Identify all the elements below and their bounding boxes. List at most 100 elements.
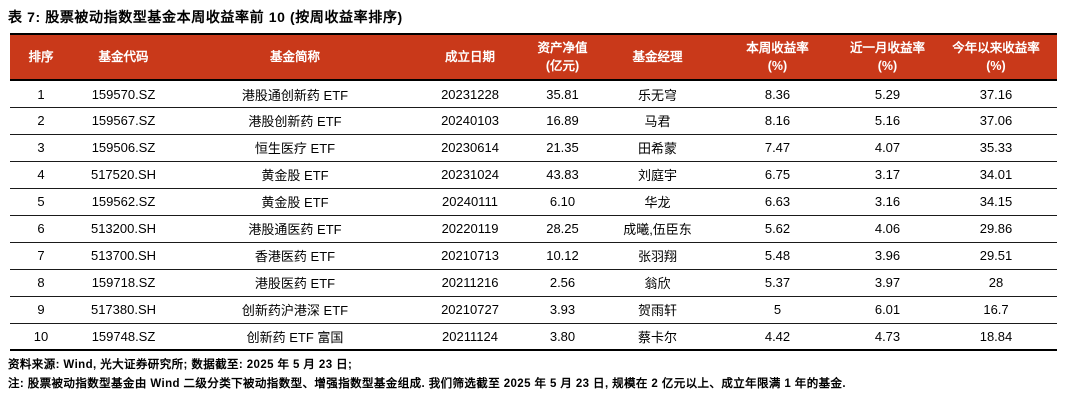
cell-fund-manager: 刘庭宇 bbox=[600, 161, 715, 189]
cell-inception-date: 20211124 bbox=[415, 323, 525, 352]
cell-fund-manager: 张羽翔 bbox=[600, 242, 715, 270]
table-row: 4 517520.SH 黄金股 ETF 20231024 43.83 刘庭宇 6.75 3.1… bbox=[10, 161, 1057, 189]
cell-fund-code: 159567.SZ bbox=[72, 107, 175, 135]
table-row: 2 159567.SZ 港股创新药 ETF 20240103 16.89 马君 8.16 5.… bbox=[10, 107, 1057, 135]
cell-inception-date: 20240103 bbox=[415, 107, 525, 135]
cell-rank: 9 bbox=[10, 296, 72, 324]
cell-ytd-return: 16.7 bbox=[935, 296, 1057, 324]
cell-weekly-return: 6.75 bbox=[715, 161, 840, 189]
cell-fund-name: 港股通医药 ETF bbox=[175, 215, 415, 243]
cell-net-assets: 21.35 bbox=[525, 134, 600, 162]
cell-net-assets: 28.25 bbox=[525, 215, 600, 243]
column-header-inception-date: 成立日期 bbox=[415, 34, 525, 82]
cell-weekly-return: 8.16 bbox=[715, 107, 840, 135]
cell-inception-date: 20220119 bbox=[415, 215, 525, 243]
cell-net-assets: 2.56 bbox=[525, 269, 600, 297]
cell-fund-manager: 贺雨轩 bbox=[600, 296, 715, 324]
cell-fund-code: 513200.SH bbox=[72, 215, 175, 243]
cell-weekly-return: 5.48 bbox=[715, 242, 840, 270]
table-row: 7 513700.SH 香港医药 ETF 20210713 10.12 张羽翔 5.48 3.… bbox=[10, 242, 1057, 270]
cell-weekly-return: 5 bbox=[715, 296, 840, 324]
cell-rank: 4 bbox=[10, 161, 72, 189]
column-label: 资产净值 bbox=[537, 41, 588, 55]
cell-ytd-return: 29.51 bbox=[935, 242, 1057, 270]
table-title: 表 7: 股票被动指数型基金本周收益率前 10 (按周收益率排序) bbox=[8, 9, 403, 25]
cell-fund-name: 创新药沪港深 ETF bbox=[175, 296, 415, 324]
source-note: 资料来源: Wind, 光大证券研究所; 数据截至: 2025 年 5 月 23… bbox=[8, 359, 353, 372]
cell-monthly-return: 3.16 bbox=[840, 188, 935, 216]
cell-inception-date: 20211216 bbox=[415, 269, 525, 297]
cell-rank: 6 bbox=[10, 215, 72, 243]
column-unit-label: (%) bbox=[877, 59, 898, 74]
column-unit-label: (亿元) bbox=[545, 59, 580, 74]
cell-fund-name: 黄金股 ETF bbox=[175, 161, 415, 189]
cell-weekly-return: 7.47 bbox=[715, 134, 840, 162]
column-unit-label: (%) bbox=[767, 59, 788, 74]
table-row: 8 159718.SZ 港股医药 ETF 20211216 2.56 翁欣 5.37 3.97… bbox=[10, 269, 1057, 297]
table-row: 3 159506.SZ 恒生医疗 ETF 20230614 21.35 田希蒙 7.47 4.… bbox=[10, 134, 1057, 162]
table-body: 1 159570.SZ 港股通创新药 ETF 20231228 35.81 乐无穹 8.36… bbox=[10, 80, 1057, 352]
cell-net-assets: 3.93 bbox=[525, 296, 600, 324]
column-header-weekly-return: 本周收益率 (%) bbox=[715, 34, 840, 82]
column-header-rank: 排序 bbox=[10, 34, 72, 82]
cell-rank: 5 bbox=[10, 188, 72, 216]
cell-weekly-return: 6.63 bbox=[715, 188, 840, 216]
column-header-fund-code: 基金代码 bbox=[72, 34, 175, 82]
cell-ytd-return: 34.01 bbox=[935, 161, 1057, 189]
column-label: 基金代码 bbox=[98, 50, 149, 65]
table-row: 5 159562.SZ 黄金股 ETF 20240111 6.10 华龙 6.63 3.16 3… bbox=[10, 188, 1057, 216]
column-header-ytd-return: 今年以来收益率 (%) bbox=[935, 34, 1057, 82]
cell-fund-manager: 田希蒙 bbox=[600, 134, 715, 162]
cell-rank: 2 bbox=[10, 107, 72, 135]
cell-monthly-return: 6.01 bbox=[840, 296, 935, 324]
column-unit-label: (%) bbox=[986, 59, 1006, 74]
cell-net-assets: 6.10 bbox=[525, 188, 600, 216]
column-label: 基金经理 bbox=[632, 50, 683, 65]
cell-inception-date: 20231024 bbox=[415, 161, 525, 189]
cell-fund-code: 513700.SH bbox=[72, 242, 175, 270]
column-header-net-assets: 资产净值 (亿元) bbox=[525, 34, 600, 82]
cell-rank: 10 bbox=[10, 323, 72, 352]
cell-fund-manager: 华龙 bbox=[600, 188, 715, 216]
cell-fund-name: 黄金股 ETF bbox=[175, 188, 415, 216]
cell-fund-name: 恒生医疗 ETF bbox=[175, 134, 415, 162]
cell-fund-name: 港股医药 ETF bbox=[175, 269, 415, 297]
cell-monthly-return: 4.06 bbox=[840, 215, 935, 243]
cell-ytd-return: 29.86 bbox=[935, 215, 1057, 243]
column-label: 成立日期 bbox=[444, 50, 495, 65]
cell-weekly-return: 5.37 bbox=[715, 269, 840, 297]
cell-net-assets: 35.81 bbox=[525, 80, 600, 108]
cell-ytd-return: 18.84 bbox=[935, 323, 1057, 352]
table-row: 9 517380.SH 创新药沪港深 ETF 20210727 3.93 贺雨轩 5 6.01… bbox=[10, 296, 1057, 324]
cell-monthly-return: 5.16 bbox=[840, 107, 935, 135]
column-header-fund-name: 基金简称 bbox=[175, 34, 415, 82]
cell-fund-code: 159748.SZ bbox=[72, 323, 175, 352]
cell-inception-date: 20230614 bbox=[415, 134, 525, 162]
cell-monthly-return: 3.17 bbox=[840, 161, 935, 189]
cell-monthly-return: 3.97 bbox=[840, 269, 935, 297]
cell-ytd-return: 34.15 bbox=[935, 188, 1057, 216]
cell-fund-code: 159570.SZ bbox=[72, 80, 175, 108]
table-row: 10 159748.SZ 创新药 ETF 富国 20211124 3.80 蔡卡尔 4.42… bbox=[10, 323, 1057, 352]
column-label: 今年以来收益率 bbox=[952, 41, 1040, 55]
cell-net-assets: 3.80 bbox=[525, 323, 600, 352]
cell-fund-manager: 成曦,伍臣东 bbox=[600, 215, 715, 243]
cell-fund-code: 517380.SH bbox=[72, 296, 175, 324]
cell-fund-code: 159506.SZ bbox=[72, 134, 175, 162]
column-label: 近一月收益率 bbox=[849, 41, 925, 55]
cell-fund-name: 创新药 ETF 富国 bbox=[175, 323, 415, 352]
methodology-note: 注: 股票被动指数型基金由 Wind 二级分类下被动指数型、增强指数型基金组成.… bbox=[8, 377, 846, 390]
cell-fund-name: 港股通创新药 ETF bbox=[175, 80, 415, 108]
column-label: 基金简称 bbox=[269, 50, 320, 65]
column-label: 本周收益率 bbox=[746, 41, 809, 55]
cell-fund-name: 港股创新药 ETF bbox=[175, 107, 415, 135]
cell-rank: 1 bbox=[10, 80, 72, 108]
header-row: 排序 基金代码 基金简称 成立日期 资产净值 (亿元) 基金经理 本周收益率 (%) 近一月收益率… bbox=[10, 34, 1057, 82]
cell-fund-code: 159562.SZ bbox=[72, 188, 175, 216]
cell-net-assets: 10.12 bbox=[525, 242, 600, 270]
cell-rank: 8 bbox=[10, 269, 72, 297]
table-row: 1 159570.SZ 港股通创新药 ETF 20231228 35.81 乐无穹 8.36… bbox=[10, 80, 1057, 108]
cell-ytd-return: 37.16 bbox=[935, 80, 1057, 108]
fund-table: 排序 基金代码 基金简称 成立日期 资产净值 (亿元) 基金经理 本周收益率 (%) 近一月收益率… bbox=[10, 33, 1057, 352]
